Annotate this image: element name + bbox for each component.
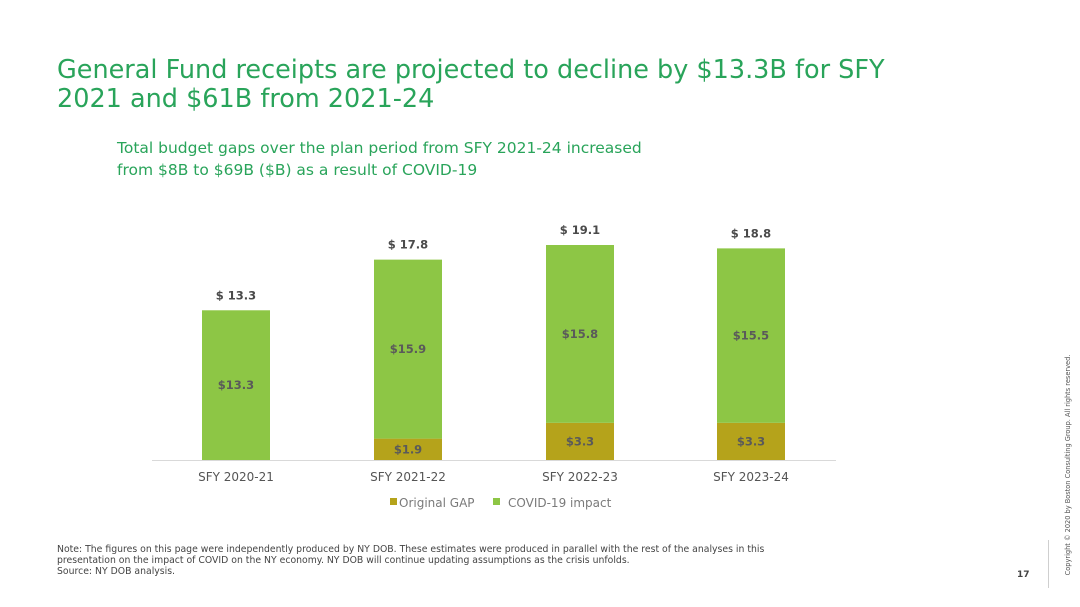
bar-segment-original-gap (374, 438, 442, 460)
bar-segment-covid-impact (546, 245, 614, 423)
bar-segment-original-gap (546, 422, 614, 460)
segment-value-label: $3.3 (566, 434, 594, 448)
total-value-label: $ 19.1 (560, 223, 600, 237)
x-tick-label: SFY 2021-22 (370, 470, 446, 484)
segment-value-label: $3.3 (737, 434, 765, 448)
segment-value-label: $13.3 (218, 378, 254, 392)
footnote-line: presentation on the impact of COVID on t… (57, 555, 630, 566)
segment-value-label: $15.5 (733, 329, 769, 343)
chart-subtitle: Total budget gaps over the plan period f… (117, 139, 642, 179)
segment-value-label: $15.8 (562, 327, 598, 341)
x-tick-label: SFY 2022-23 (542, 470, 618, 484)
copyright-notice: Copyright © 2020 by Boston Consulting Gr… (1064, 354, 1072, 576)
legend-label-original-gap: Original GAP (399, 496, 475, 510)
legend-swatch-original-gap (390, 498, 397, 505)
total-value-label: $ 13.3 (216, 288, 256, 302)
total-value-label: $ 17.8 (388, 238, 428, 252)
x-tick-label: SFY 2023-24 (713, 470, 789, 484)
x-tick-label: SFY 2020-21 (198, 470, 274, 484)
bar-segment-covid-impact (202, 310, 270, 460)
footnote: Note: The figures on this page were inde… (57, 544, 877, 577)
segment-value-label: $1.9 (394, 442, 422, 456)
bar-segment-covid-impact (717, 248, 785, 423)
divider (1048, 540, 1049, 588)
bar-segment-covid-impact (374, 259, 442, 439)
page-title: General Fund receipts are projected to d… (57, 55, 885, 114)
footnote-line: Note: The figures on this page were inde… (57, 544, 765, 555)
total-value-label: $ 18.8 (731, 226, 771, 240)
legend-swatch-covid-impact (493, 498, 500, 505)
source-line: Source: NY DOB analysis. (57, 566, 176, 577)
bar-segment-original-gap (717, 422, 785, 460)
page-number: 17 (1017, 570, 1030, 580)
segment-value-label: $15.9 (390, 342, 426, 356)
legend-label-covid-impact: COVID-19 impact (508, 496, 612, 510)
